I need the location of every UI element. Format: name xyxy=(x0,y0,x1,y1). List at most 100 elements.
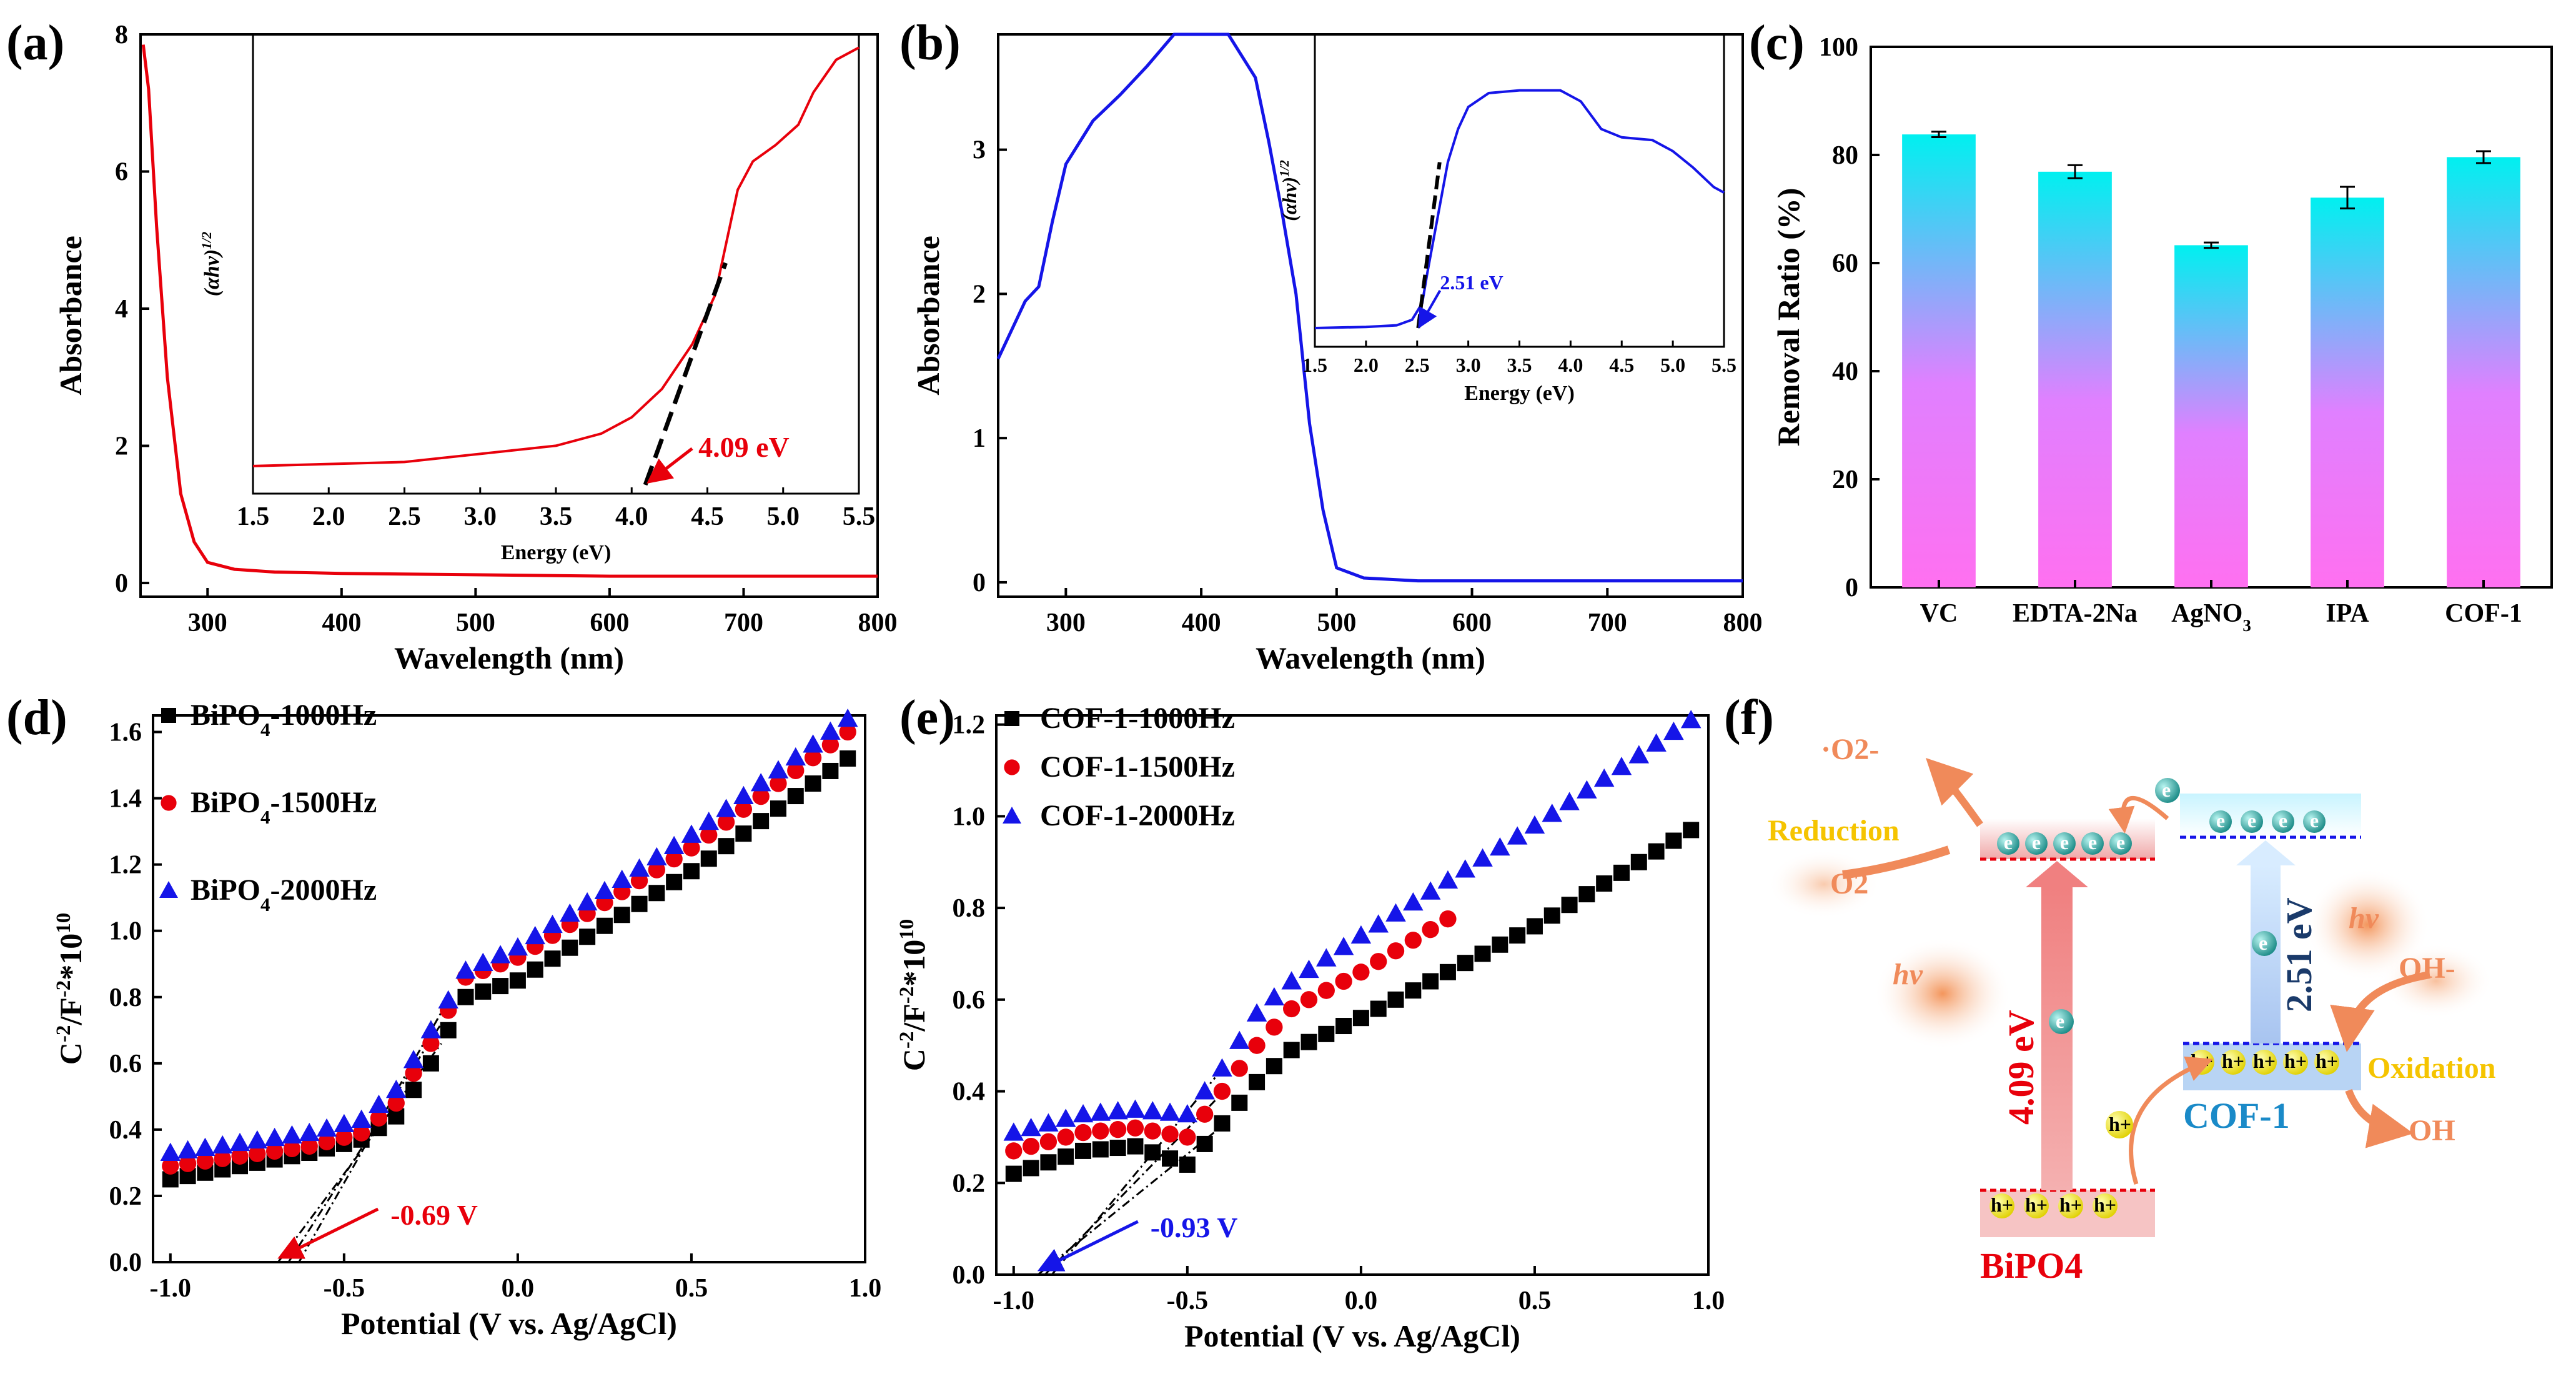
x-tick-label-a: 800 xyxy=(858,609,898,637)
data-point-COF-1-1000Hz xyxy=(1630,854,1647,870)
y-tick-label-a: 0 xyxy=(115,569,128,598)
data-point-BiPO4-2000Hz xyxy=(681,824,702,843)
y-tick-label-c: 60 xyxy=(1832,249,1858,278)
data-point-COF-1-2000Hz xyxy=(1073,1103,1094,1123)
data-point-BiPO4-2000Hz xyxy=(420,1020,442,1038)
data-point-COF-1-1000Hz xyxy=(1196,1135,1213,1152)
cof-arrow-head xyxy=(2236,840,2296,865)
legend-label-BiPO4-2000Hz: BiPO4-2000Hz xyxy=(191,874,377,915)
electron-marker-cof-label: e xyxy=(2259,932,2267,954)
plot-frame-d xyxy=(152,714,866,1263)
bipo4-electron-label: e xyxy=(2088,831,2097,854)
hv-right-label: hν xyxy=(2349,902,2379,935)
inset-frame-a xyxy=(252,33,860,495)
y-tick-label-d: 0.8 xyxy=(109,983,142,1012)
inset-x-tick-label-b: 2.5 xyxy=(1405,354,1430,376)
data-point-COF-1-1000Hz xyxy=(1231,1094,1248,1111)
data-point-COF-1-2000Hz xyxy=(1577,780,1597,799)
data-point-BiPO4-2000Hz xyxy=(716,799,736,817)
data-point-COF-1-1000Hz xyxy=(1058,1148,1074,1165)
bipo4-electron xyxy=(2025,832,2048,855)
chart-b: 300 400 500 600 700 800 0 1 2 3 Wavelength (nm) Abs… xyxy=(911,32,1763,675)
data-point-COF-1-1000Hz xyxy=(1683,822,1700,839)
data-point-BiPO4-1000Hz xyxy=(840,750,856,767)
annotation-e: -0.93 V xyxy=(1151,1212,1238,1243)
data-point-COF-1-1500Hz xyxy=(1370,953,1387,970)
data-point-BiPO4-2000Hz xyxy=(490,945,511,963)
data-point-BiPO4-1000Hz xyxy=(822,762,839,779)
y-tick-label-a: 4 xyxy=(115,295,128,324)
data-point-BiPO4-1000Hz xyxy=(457,988,474,1005)
data-point-BiPO4-1000Hz xyxy=(544,950,561,967)
data-point-BiPO4-2000Hz xyxy=(507,937,528,956)
data-point-COF-1-1000Hz xyxy=(1249,1073,1266,1090)
inset-line-a xyxy=(252,46,859,467)
data-point-BiPO4-2000Hz xyxy=(455,960,476,979)
data-point-COF-1-1500Hz xyxy=(1196,1105,1214,1123)
data-point-COF-1-2000Hz xyxy=(1646,733,1667,752)
x-tick-label-a: 700 xyxy=(724,609,763,637)
data-point-BiPO4-2000Hz xyxy=(663,835,685,854)
inset-x-tick-label-a: 4.5 xyxy=(691,502,724,531)
data-point-COF-1-1000Hz xyxy=(1405,982,1422,999)
data-point-BiPO4-1000Hz xyxy=(422,1055,439,1072)
y-tick-label-e: 0.2 xyxy=(953,1169,986,1198)
data-point-BiPO4-2000Hz xyxy=(403,1050,424,1068)
data-point-BiPO4-2000Hz xyxy=(160,1142,181,1161)
y-tick-label-e: 0.0 xyxy=(953,1261,986,1290)
data-point-COF-1-1000Hz xyxy=(1127,1138,1144,1155)
reduction-arrow xyxy=(1842,845,1951,879)
data-point-COF-1-1000Hz xyxy=(1596,875,1613,892)
x-tick-label-d: -1.0 xyxy=(150,1274,192,1303)
inset-x-tick-label-b: 3.0 xyxy=(1456,354,1481,376)
data-point-COF-1-1000Hz xyxy=(1439,963,1456,980)
data-point-BiPO4-1500Hz xyxy=(787,762,805,780)
data-point-COF-1-2000Hz xyxy=(1437,870,1459,889)
data-point-BiPO4-1500Hz xyxy=(265,1142,284,1160)
data-point-COF-1-1000Hz xyxy=(1665,832,1682,849)
data-point-COF-1-1000Hz xyxy=(1335,1018,1352,1035)
data-point-BiPO4-2000Hz xyxy=(733,785,754,805)
data-point-BiPO4-1500Hz xyxy=(648,861,665,879)
data-point-BiPO4-1500Hz xyxy=(804,749,822,767)
data-point-BiPO4-2000Hz xyxy=(837,709,858,727)
cof-electron-label: e xyxy=(2216,809,2225,832)
data-point-BiPO4-2000Hz xyxy=(369,1094,389,1113)
annotation-arrow-d xyxy=(277,1207,379,1259)
data-point-BiPO4-2000Hz xyxy=(698,812,720,830)
y-tick-label-d: 1.4 xyxy=(109,785,142,814)
y-tick-label-a: 8 xyxy=(115,21,128,49)
bipo4-electron xyxy=(2109,832,2132,855)
data-point-BiPO4-2000Hz xyxy=(594,880,615,900)
x-tick-label-b: 300 xyxy=(1046,609,1086,637)
data-point-BiPO4-1500Hz xyxy=(249,1145,266,1162)
data-point-COF-1-2000Hz xyxy=(1194,1081,1215,1100)
data-point-BiPO4-2000Hz xyxy=(646,847,667,865)
data-point-COF-1-2000Hz xyxy=(1611,757,1632,775)
annotation-a: 4.09 eV xyxy=(698,431,790,463)
bipo4-electron-label: e xyxy=(2032,831,2041,854)
x-tick-label-a: 600 xyxy=(590,609,629,637)
y-axis-title-c: Removal Ratio (%) xyxy=(1771,188,1806,447)
y-tick-label-c: 0 xyxy=(1845,574,1858,602)
electron-marker: e xyxy=(2049,1009,2074,1034)
y-tick-label-c: 80 xyxy=(1832,141,1858,170)
inset-x-title-b: Energy (eV) xyxy=(1464,382,1575,405)
data-point-BiPO4-1500Hz xyxy=(214,1150,231,1167)
annotation-d: -0.69 V xyxy=(390,1199,478,1231)
x-tick-label-d: -0.5 xyxy=(324,1274,365,1303)
data-point-COF-1-2000Hz xyxy=(1542,804,1563,822)
x-tick-label-b: 800 xyxy=(1723,609,1763,637)
data-point-COF-1-1000Hz xyxy=(1109,1140,1126,1157)
bipo4-hole xyxy=(2024,1193,2049,1218)
data-point-COF-1-1000Hz xyxy=(1526,918,1543,935)
data-point-BiPO4-1500Hz xyxy=(162,1157,179,1175)
data-point-COF-1-2000Hz xyxy=(1055,1108,1076,1127)
data-point-COF-1-1500Hz xyxy=(1335,972,1352,990)
x-tick-label-c: IPA xyxy=(2326,599,2369,628)
tangent-line-d xyxy=(298,1012,442,1263)
hole-transfer-arrow xyxy=(2129,1056,2213,1185)
data-point-COF-1-1000Hz xyxy=(1005,1165,1022,1182)
